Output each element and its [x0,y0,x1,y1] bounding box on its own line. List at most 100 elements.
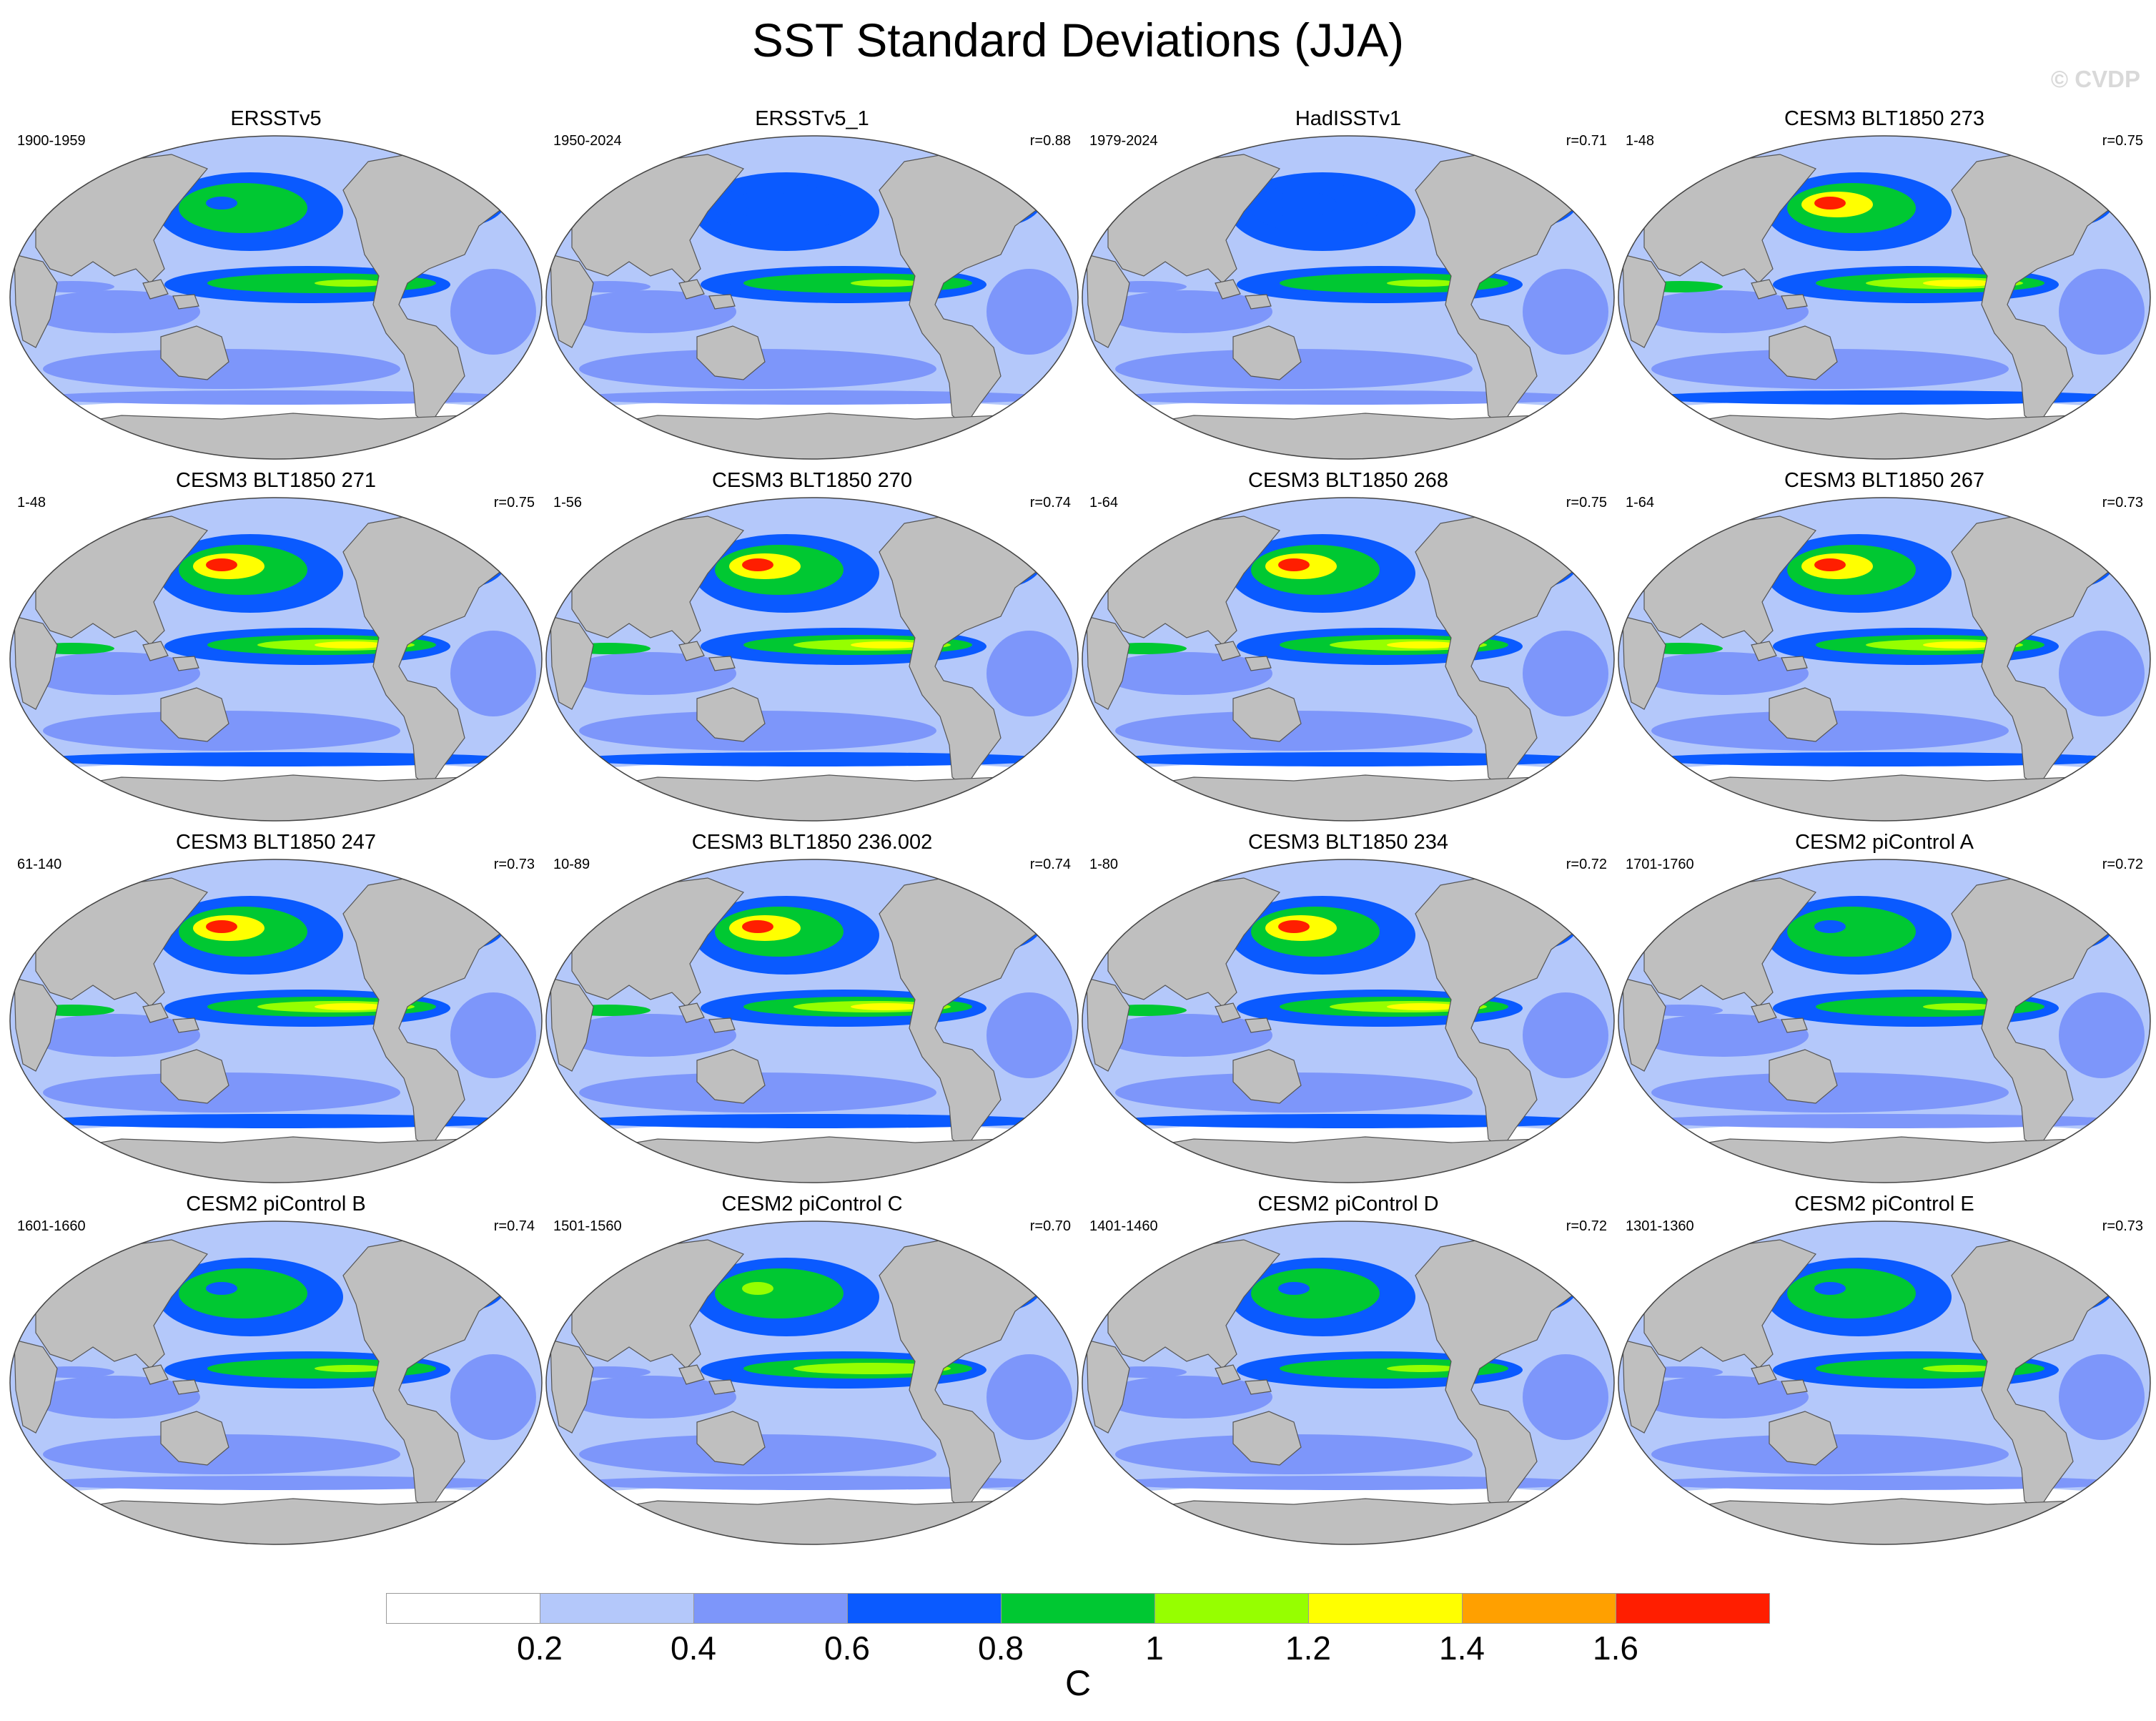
sst-contour [1523,631,1608,716]
land-mass [1127,1498,1574,1544]
sst-contour [1651,1072,2009,1113]
land-mass [591,1136,1038,1183]
map-border [1082,859,1615,1183]
colorbar-segment [1308,1593,1463,1624]
panel-period: 1900-1959 [17,133,86,149]
sst-contour [1115,1072,1473,1113]
land-mass [1127,774,1574,821]
sst-map [545,135,1079,460]
land-mass [591,1498,1038,1544]
panel-correlation: r=0.75 [2102,133,2143,149]
land-mass [550,977,594,1072]
sst-contour [742,197,773,209]
colorbar-segment [386,1593,540,1624]
sst-contour [315,641,386,649]
panel-correlation: r=0.72 [2102,857,2143,872]
sst-contour [43,711,400,751]
sst-contour [43,1434,400,1474]
panel-correlation: r=0.71 [1566,133,1607,149]
land-mass [1245,1379,1272,1395]
sst-contour [1651,1434,2009,1474]
colorbar-tick-label: 1.4 [1439,1629,1485,1667]
land-mass [999,145,1066,187]
sst-contour [1115,1434,1473,1474]
colorbar-tick-label: 0.2 [517,1629,563,1667]
land-mass [708,656,736,671]
sst-contour [1641,1476,2127,1490]
land-mass [1751,1002,1777,1023]
panel-period: 1979-2024 [1089,133,1158,149]
sst-contour [450,631,536,716]
land-mass [55,774,502,821]
sst-contour [1641,390,2127,405]
land-mass [678,279,705,300]
map-border [9,859,543,1183]
sst-contour [206,1282,237,1295]
sst-contour [1115,349,1473,389]
sst-map [1082,859,1615,1183]
land-mass [160,1049,229,1104]
sst-contour [315,1003,386,1010]
sst-map [1082,1221,1615,1545]
land-mass [550,616,594,710]
map-panel: CESM3 BLT1850 234 1-80 r=0.72 [1079,831,1617,1188]
sst-contour [1387,1365,1458,1372]
sst-contour [1923,280,1994,287]
colorbar-tick-label: 1.2 [1285,1629,1331,1667]
map-panel: CESM3 BLT1850 236.002 10-89 r=0.74 [543,831,1081,1188]
panel-correlation: r=0.75 [1566,495,1607,511]
panel-correlation: r=0.74 [1029,495,1071,511]
land-mass [1215,1002,1241,1023]
panel-correlation: r=0.73 [2102,1218,2143,1234]
panel-period: 1-64 [1626,495,1655,511]
sst-contour [33,752,519,766]
map-border [9,135,543,460]
land-mass [591,774,1038,821]
colorbar [386,1593,1770,1625]
sst-contour [1637,652,1809,695]
sst-contour [33,1114,519,1128]
sst-map [1082,135,1615,460]
land-mass [14,254,58,348]
map-border [1618,135,2151,460]
land-mass [2072,1231,2138,1273]
land-mass [1536,1231,1602,1273]
panel-title: ERSSTv5_1 [755,107,869,130]
panel-title: CESM3 BLT1850 236.002 [691,831,933,854]
sst-contour [569,752,1055,766]
sst-contour [1101,652,1272,695]
panel-title: CESM3 BLT1850 270 [712,469,912,492]
sst-contour [2059,269,2145,355]
sst-contour [1523,269,1608,355]
colorbar-segment [1616,1593,1770,1624]
panel-correlation: r=0.73 [2102,495,2143,511]
sst-contour [1814,920,1846,933]
land-mass [463,145,530,187]
sst-contour [851,1365,922,1372]
sst-contour [2059,992,2145,1078]
land-mass [1215,641,1241,661]
map-border [545,1221,1079,1545]
sst-contour [29,652,200,695]
sst-contour [29,1014,200,1057]
colorbar-segment [1462,1593,1616,1624]
sst-contour [206,197,237,209]
map-panel: CESM3 BLT1850 270 1-56 r=0.74 [543,469,1081,827]
panel-period: 1-80 [1089,857,1119,872]
panel-period: 61-140 [17,857,62,872]
land-mass [463,1231,530,1273]
sst-contour [1101,1014,1272,1057]
sst-contour [1115,711,1473,751]
colorbar-tick-label: 0.6 [824,1629,870,1667]
land-mass [142,279,169,300]
land-mass [1769,325,1838,380]
panel-correlation: r=0.73 [493,857,535,872]
sst-contour [33,1476,519,1490]
land-mass [696,1411,766,1466]
sst-contour [33,390,519,405]
sst-contour [1814,197,1846,209]
panel-title: CESM2 piControl E [1794,1193,1974,1215]
land-mass [172,294,199,310]
sst-map [1082,497,1615,822]
land-mass [142,641,169,661]
